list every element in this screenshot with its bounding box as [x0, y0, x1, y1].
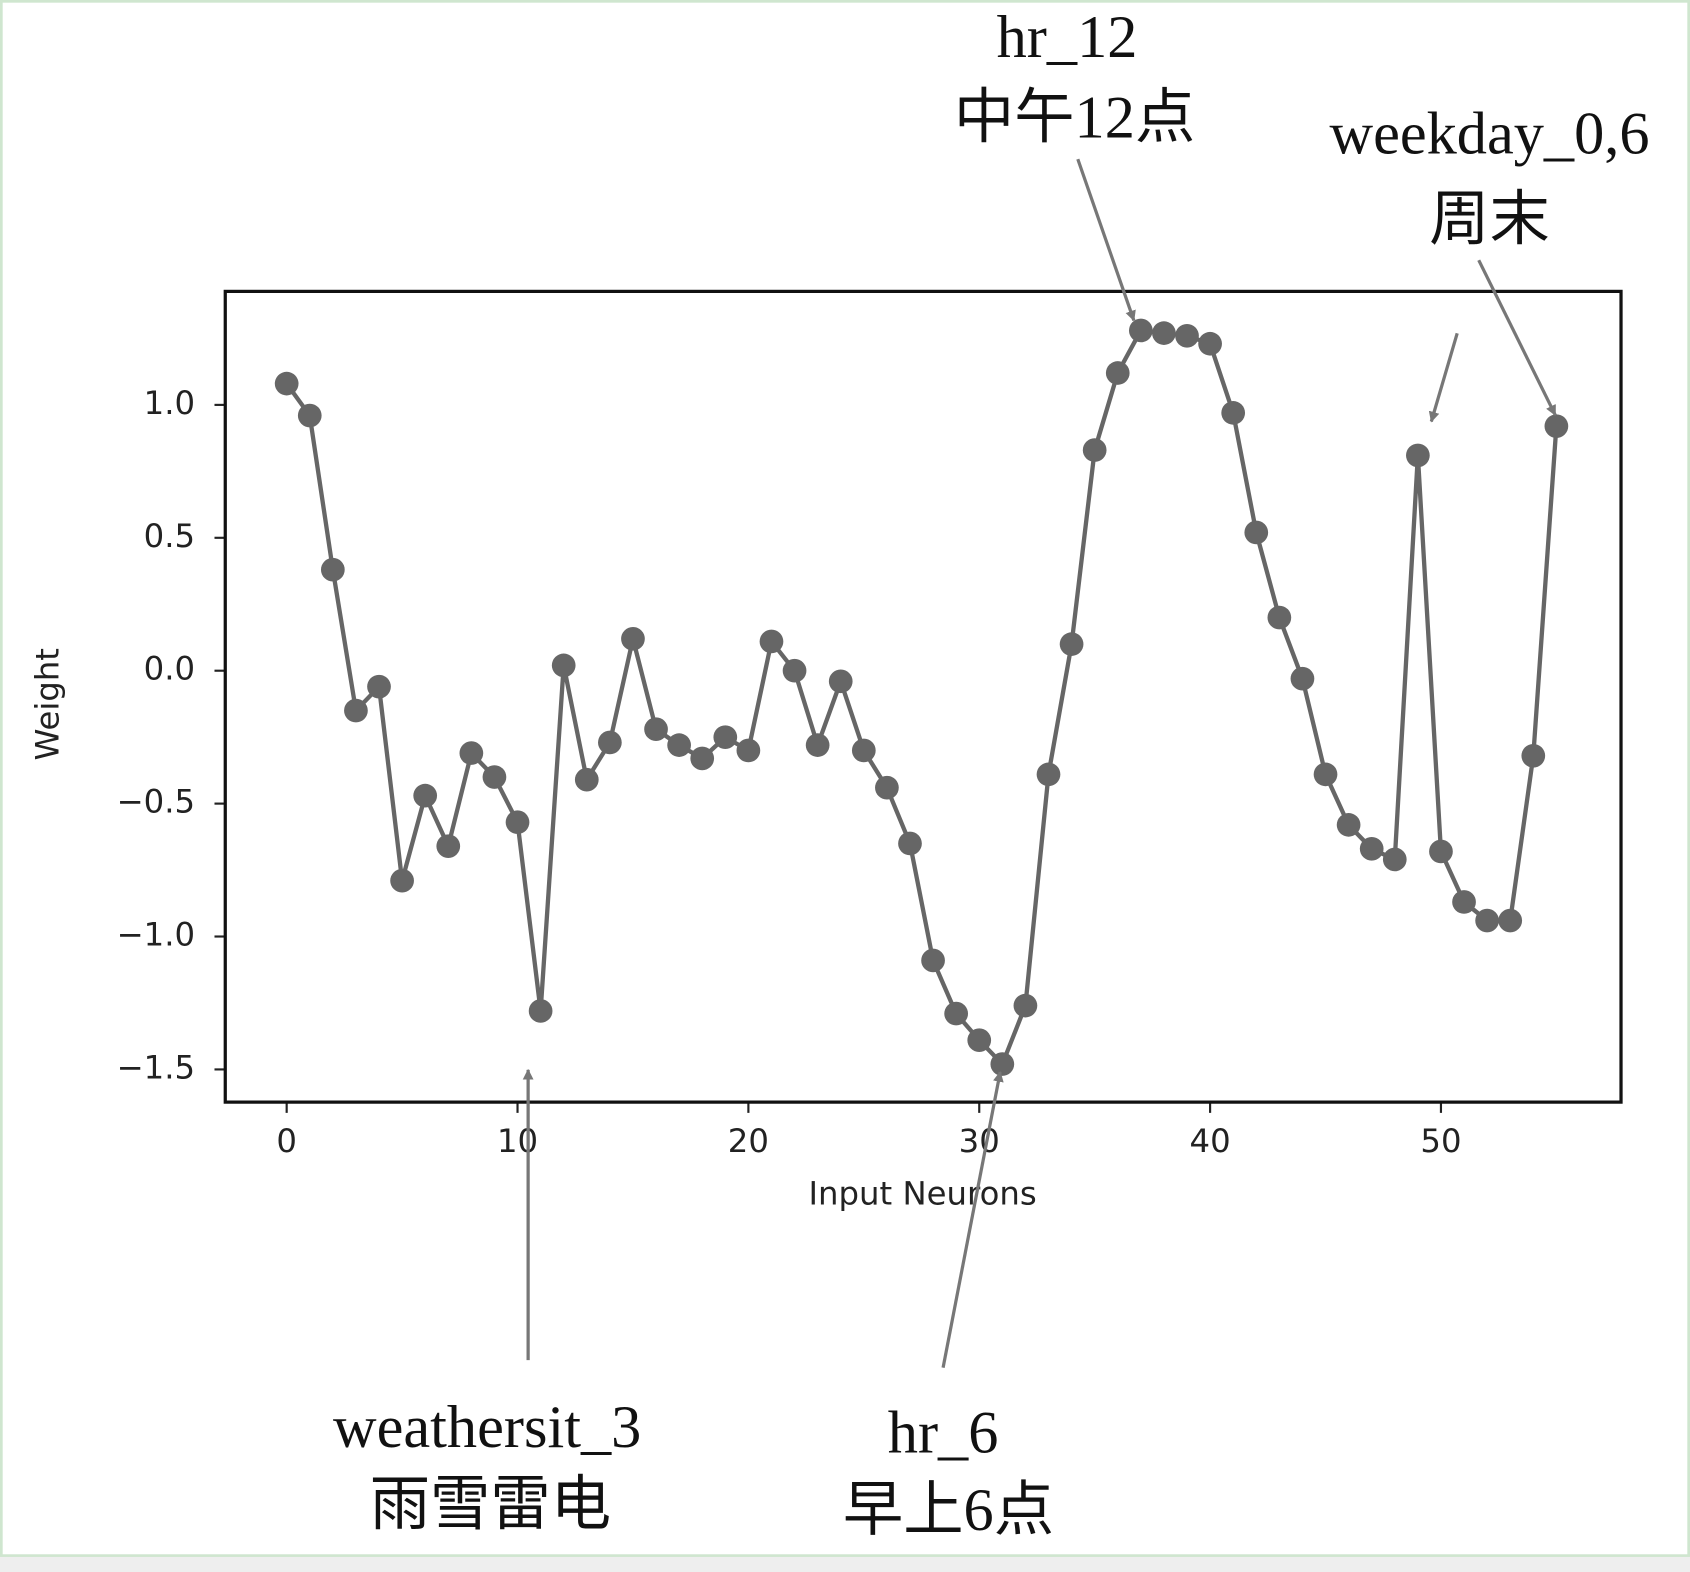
data-point — [1313, 762, 1338, 787]
bottom-strip — [0, 1556, 1690, 1572]
x-tick-label: 50 — [1420, 1122, 1461, 1160]
data-point — [690, 746, 715, 771]
data-point — [1498, 908, 1523, 933]
y-tick-label: 0.0 — [144, 650, 195, 688]
arrow — [1076, 158, 1136, 322]
data-point — [644, 717, 668, 742]
y-tick-label: −1.5 — [117, 1048, 195, 1086]
data-point — [1198, 331, 1222, 356]
data-point — [944, 1001, 969, 1026]
data-point — [528, 999, 553, 1023]
x-axis-label: Input Neurons — [809, 1175, 1037, 1213]
data-point — [713, 725, 738, 749]
data-point — [1521, 743, 1546, 768]
data-point — [1105, 361, 1130, 385]
y-tick-label: 1.0 — [144, 384, 195, 422]
data-point — [851, 738, 876, 763]
data-point — [805, 733, 830, 757]
data-point — [1128, 318, 1153, 343]
plot-frame — [223, 289, 1623, 1104]
x-tick-label: 30 — [959, 1122, 1000, 1160]
data-point — [1290, 666, 1315, 691]
data-point — [574, 767, 599, 792]
data-point — [759, 629, 784, 654]
data-point — [1175, 323, 1199, 348]
data-point — [1036, 762, 1061, 787]
data-point — [1359, 836, 1384, 861]
data-point — [482, 765, 507, 789]
data-point — [436, 834, 461, 858]
data-point — [505, 810, 530, 835]
data-point — [1429, 839, 1453, 864]
y-tick-label: −0.5 — [117, 783, 195, 821]
data-point — [990, 1052, 1015, 1076]
data-point — [551, 653, 576, 678]
data-point — [459, 741, 484, 765]
data-point — [1013, 993, 1038, 1018]
plot-area: 0 10 20 30 40 50 −1.5 −1.0 −0.5 0.0 0.5 1.0 — [117, 289, 1623, 1160]
x-tick-label: 10 — [497, 1122, 538, 1160]
arrow — [941, 1070, 1004, 1369]
data-point — [1059, 632, 1084, 656]
data-point — [344, 698, 368, 723]
data-point — [1244, 520, 1269, 545]
annotation: weekday_0,6 — [1330, 101, 1650, 168]
annotation: hr_6 — [888, 1400, 999, 1467]
data-point — [828, 669, 853, 694]
data-point — [1336, 813, 1361, 837]
data-point — [1475, 908, 1499, 933]
data-point — [921, 948, 945, 973]
data-point — [782, 658, 807, 683]
y-tick-label: −1.0 — [117, 916, 195, 954]
data-point — [621, 626, 645, 651]
data-point — [1406, 443, 1430, 468]
data-point — [875, 775, 899, 800]
data-point — [297, 403, 322, 428]
data-point — [413, 783, 438, 808]
data-point — [1544, 414, 1569, 438]
y-axis-label: Weight — [29, 648, 67, 760]
annotation: 雨雪雷电 — [370, 1472, 611, 1539]
arrow — [1477, 259, 1557, 417]
data-point — [320, 557, 345, 582]
x-tick-label: 0 — [276, 1122, 297, 1160]
data-point — [390, 868, 414, 893]
data-point — [274, 371, 299, 396]
data-point — [598, 730, 622, 755]
x-tick-label: 20 — [728, 1122, 769, 1160]
data-point — [367, 674, 391, 699]
data-point — [1452, 890, 1476, 914]
annotation: 周末 — [1429, 187, 1550, 254]
data-point — [736, 738, 761, 763]
data-point — [667, 733, 691, 757]
data-point — [1082, 438, 1107, 462]
annotation: 中午12点 — [954, 85, 1195, 152]
annotation: weathersit_3 — [333, 1394, 641, 1461]
annotation: 早上6点 — [843, 1477, 1054, 1544]
data-point — [898, 831, 922, 856]
data-point — [1152, 321, 1176, 345]
y-tick-label: 0.5 — [144, 517, 195, 555]
annotation: hr_12 — [997, 4, 1138, 71]
x-tick-label: 40 — [1190, 1122, 1231, 1160]
data-point — [1221, 401, 1246, 425]
data-point — [967, 1028, 992, 1053]
arrow — [1428, 332, 1459, 423]
data-point — [1267, 605, 1292, 630]
data-point — [1382, 847, 1407, 872]
